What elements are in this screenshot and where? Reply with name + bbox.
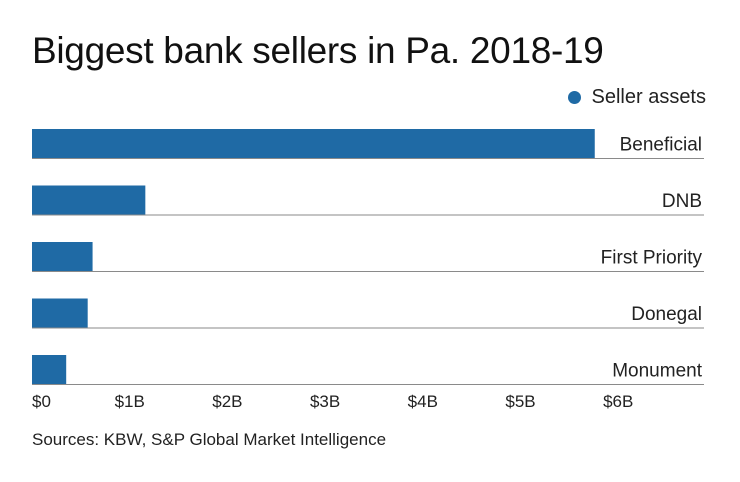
chart-title: Biggest bank sellers in Pa. 2018-19	[32, 30, 604, 71]
x-tick-label: $1B	[115, 392, 145, 411]
bar-donegal	[32, 298, 88, 328]
x-tick-label: $2B	[212, 392, 242, 411]
bar-beneficial	[32, 129, 595, 158]
x-tick-label: $0	[32, 392, 51, 411]
source-note: Sources: KBW, S&P Global Market Intellig…	[32, 430, 387, 449]
category-label: First Priority	[601, 248, 703, 269]
x-tick-label: $5B	[505, 392, 535, 411]
x-tick-label: $3B	[310, 392, 340, 411]
category-label: Monument	[612, 361, 702, 382]
category-label: Beneficial	[620, 135, 702, 156]
bar-first-priority	[32, 242, 93, 271]
category-label: DNB	[662, 191, 702, 212]
bar-dnb	[32, 185, 146, 215]
bar-monument	[32, 355, 67, 384]
legend-label: Seller assets	[591, 86, 707, 108]
x-tick-label: $6B	[603, 392, 633, 411]
category-label: Donegal	[631, 304, 702, 325]
legend-swatch	[567, 91, 581, 104]
legend: Seller assets	[567, 86, 707, 109]
x-tick-label: $4B	[408, 392, 438, 411]
